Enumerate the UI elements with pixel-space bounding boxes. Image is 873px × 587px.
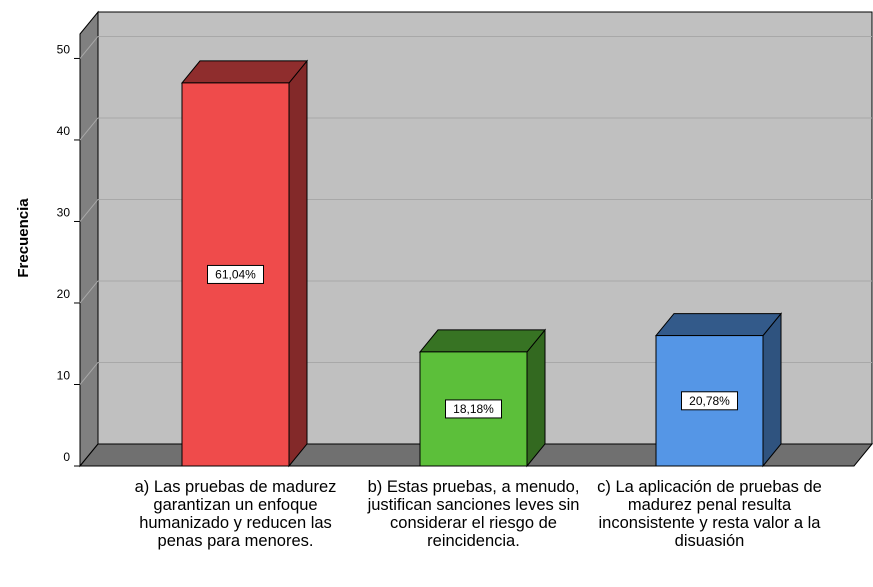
- left-wall: [79, 10, 99, 468]
- value-label-box: [681, 391, 738, 411]
- x-tick-label: c) La aplicación de pruebas de madurez p…: [597, 478, 822, 550]
- grid-line: [79, 362, 99, 385]
- y-tick-label: 30: [57, 206, 71, 220]
- bar-side: [288, 59, 308, 468]
- y-tick-label: 40: [57, 124, 71, 138]
- grid-line: [79, 199, 99, 222]
- bar-side: [762, 312, 782, 468]
- y-tick-label: 20: [57, 287, 71, 301]
- value-label: 20,78%: [689, 394, 730, 408]
- y-axis-label: Frecuencia: [15, 198, 32, 278]
- bar-side: [526, 328, 546, 468]
- grid-line: [79, 36, 99, 59]
- value-label: 18,18%: [453, 402, 494, 416]
- bar-top: [418, 329, 547, 353]
- bar-top: [654, 313, 783, 337]
- value-label-box: [445, 399, 502, 419]
- grid-line: [79, 280, 99, 304]
- y-tick-label: 10: [57, 369, 71, 383]
- grid-line: [79, 117, 99, 141]
- value-label: 61,04%: [215, 268, 256, 282]
- x-tick-label: a) Las pruebas de madurez garantizan un …: [134, 478, 337, 550]
- y-tick-label: 50: [57, 43, 71, 57]
- x-tick-label: b) Estas pruebas, a menudo, justifican s…: [367, 478, 580, 550]
- value-label-box: [207, 264, 264, 284]
- y-tick-label: 0: [63, 450, 70, 464]
- bar-top: [180, 60, 309, 84]
